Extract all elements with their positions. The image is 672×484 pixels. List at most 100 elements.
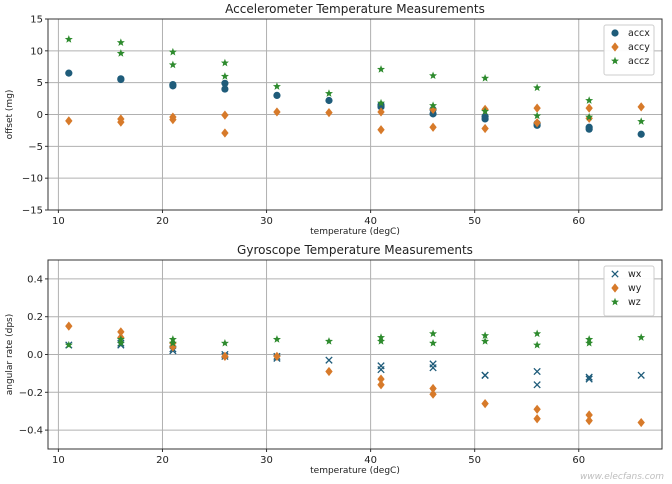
x-tick-label: 40	[364, 216, 377, 227]
data-point-wy	[429, 383, 437, 394]
data-point-accz	[533, 83, 542, 92]
data-point-accx	[585, 125, 593, 133]
data-point-wx	[481, 371, 489, 379]
legend-label-accz: accz	[628, 56, 649, 67]
data-point-wy	[429, 389, 437, 399]
data-point-wz	[220, 338, 229, 347]
y-tick-label: 5	[37, 78, 43, 89]
data-point-accz	[116, 49, 125, 57]
data-point-wx	[533, 381, 541, 389]
x-tick-label: 50	[468, 455, 481, 466]
data-point-accx	[65, 69, 73, 77]
legend-marker-accx	[611, 29, 619, 37]
data-point-accy	[65, 116, 73, 126]
data-point-accz	[429, 101, 438, 109]
data-point-accz	[324, 89, 333, 97]
x-tick-label: 10	[52, 216, 65, 227]
data-point-wz	[64, 340, 73, 349]
data-point-accx	[273, 91, 281, 99]
x-tick-label: 60	[572, 216, 585, 227]
data-point-accx	[221, 85, 229, 93]
x-tick-label: 20	[156, 455, 169, 466]
legend-marker-wy	[611, 283, 619, 293]
y-axis-label: angular rate (dps)	[5, 314, 15, 396]
data-point-wz	[324, 337, 333, 345]
data-point-accz	[481, 107, 490, 115]
data-point-accy	[377, 125, 385, 135]
legend-label-accy: accy	[628, 42, 650, 53]
data-point-wz	[168, 338, 177, 347]
series-accz	[64, 35, 646, 125]
x-tick-label: 60	[572, 455, 585, 466]
data-point-accz	[168, 47, 177, 56]
data-point-accx	[221, 79, 229, 87]
y-tick-label: 0.0	[27, 350, 43, 361]
data-point-wz	[533, 329, 542, 338]
data-point-accy	[429, 122, 437, 132]
legend-label-accx: accx	[628, 28, 650, 39]
data-point-wz	[377, 337, 386, 345]
data-point-wy	[377, 380, 385, 390]
data-point-wz	[116, 338, 125, 347]
x-tick-label: 10	[52, 455, 65, 466]
data-point-accy	[481, 123, 489, 134]
data-point-accy	[533, 118, 541, 128]
legend: accx accy accz	[603, 24, 655, 76]
data-point-accy	[221, 110, 229, 120]
subplot-1: 10 20 30 40 50 60151050−5−10−15Accelerometer …	[5, 2, 663, 237]
legend-label-wz: wz	[628, 297, 641, 308]
y-tick-label: 0.2	[27, 312, 43, 323]
legend-label-wx: wx	[628, 269, 642, 280]
subplot-2: 10 20 30 40 50 60 0.4 0.2 0.0 −0.2 −0.4 Gyroscope T…	[5, 243, 663, 476]
x-tick-label: 50	[468, 216, 481, 227]
y-axis-label: offset (mg)	[5, 90, 15, 140]
x-tick-label: 20	[156, 216, 169, 227]
legend: wx wy wz	[603, 265, 655, 317]
watermark-text: www.elecfans.com	[580, 472, 664, 482]
data-point-accy	[221, 128, 229, 138]
data-point-wz	[481, 331, 490, 339]
data-point-wy	[481, 399, 489, 409]
data-point-accx	[637, 130, 645, 138]
data-point-accz	[377, 65, 386, 73]
x-axis-label: temperature (degC)	[310, 466, 400, 476]
data-point-wx	[637, 371, 645, 379]
data-point-wy	[65, 321, 73, 331]
legend-marker-wz	[611, 297, 619, 306]
x-axis-label: temperature (degC)	[310, 227, 400, 237]
data-point-wx	[377, 365, 385, 374]
data-point-wy	[377, 374, 385, 384]
data-point-accx	[481, 115, 489, 123]
data-point-wy	[637, 417, 645, 428]
data-point-wy	[117, 327, 125, 337]
data-point-wz	[272, 335, 281, 343]
data-point-accz	[272, 82, 281, 90]
data-point-accy	[377, 107, 385, 117]
data-point-wy	[585, 410, 593, 420]
data-point-wy	[273, 351, 281, 361]
legend-marker-wx	[611, 270, 619, 278]
y-tick-label: −0.2	[19, 388, 43, 399]
x-tick-label: 30	[260, 455, 273, 466]
data-point-accy	[169, 114, 177, 125]
data-point-wx	[585, 375, 593, 383]
data-point-accz	[585, 96, 594, 104]
data-point-wy	[533, 404, 541, 414]
chart-title: Gyroscope Temperature Measurements	[237, 243, 473, 257]
data-point-accy	[325, 107, 333, 118]
data-point-accz	[116, 38, 125, 46]
y-tick-label: 10	[30, 46, 43, 57]
legend-marker-accz	[611, 56, 619, 65]
data-point-accz	[481, 74, 490, 82]
data-point-accz	[585, 112, 594, 121]
data-point-accz	[220, 72, 229, 80]
data-point-wy	[585, 416, 593, 426]
y-tick-label: −15	[22, 206, 43, 217]
x-tick-label: 30	[260, 216, 273, 227]
data-point-accy	[117, 117, 125, 127]
y-tick-label: −10	[22, 174, 43, 185]
data-point-accz	[533, 111, 542, 120]
data-point-wz	[637, 333, 646, 341]
data-point-accy	[585, 103, 593, 113]
